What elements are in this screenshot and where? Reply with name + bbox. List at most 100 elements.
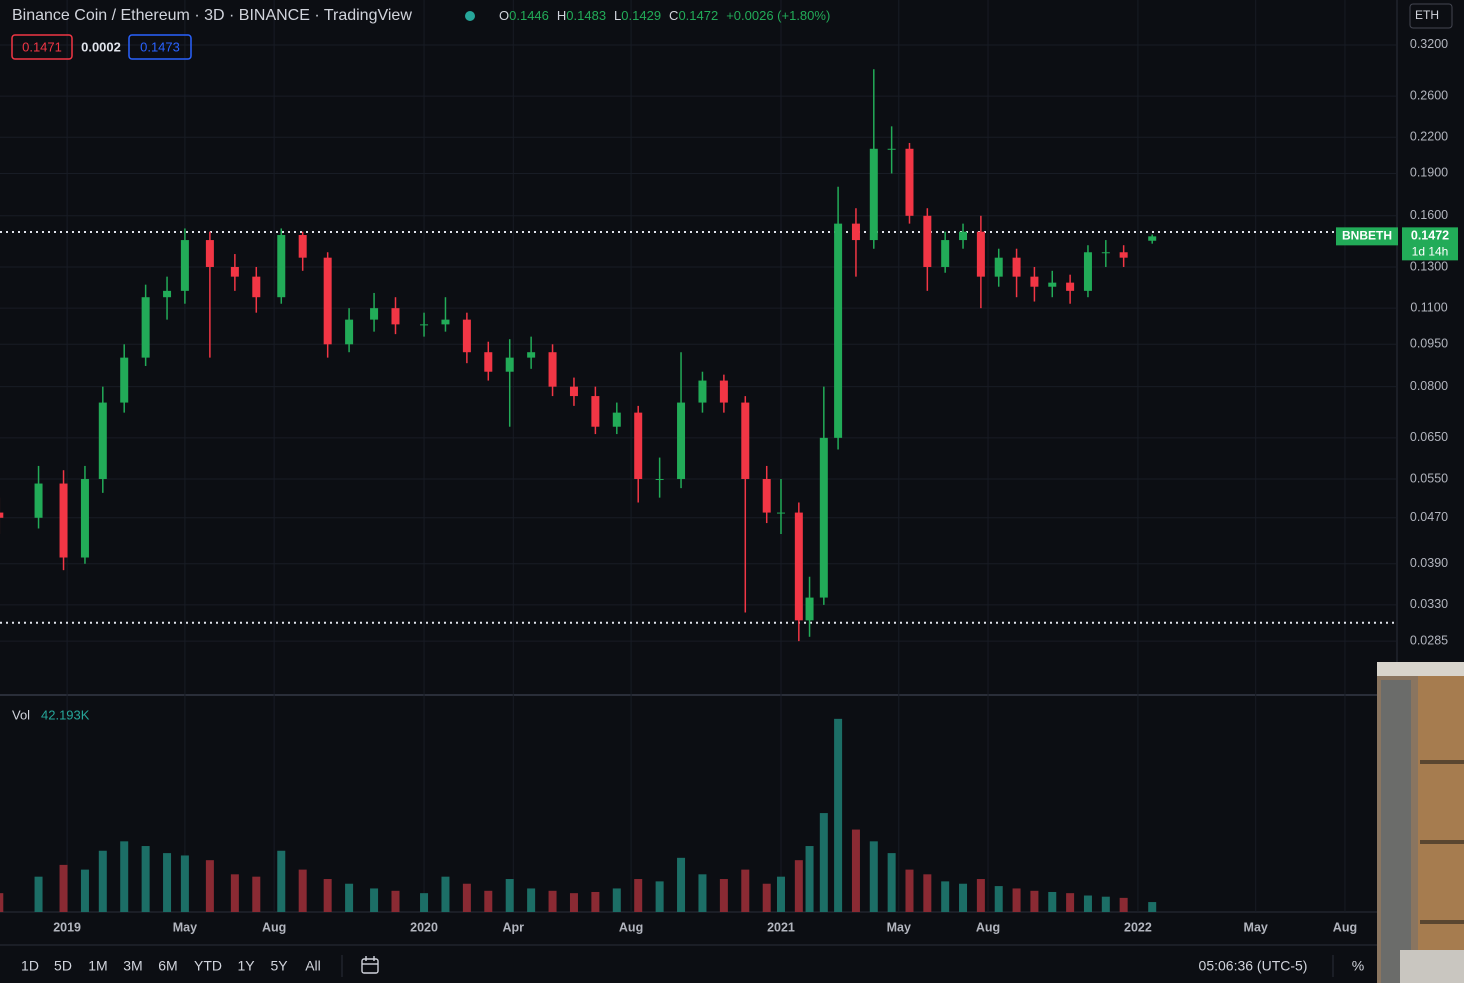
volume-legend-title: Vol [12,707,30,722]
marks [0,69,1396,912]
candle-body [98,402,107,480]
range-button[interactable]: 5D [54,958,72,974]
candle-body [252,276,261,298]
volume-bar [776,876,785,912]
candle-body [805,597,814,621]
volume-bar [819,813,828,912]
market-status-dot [465,11,475,21]
x-tick-label: May [173,920,197,934]
volume-bar [80,869,89,912]
volume-bar [994,886,1003,912]
range-button[interactable]: YTD [194,958,222,974]
countdown-label: 1d 14h [1412,245,1449,259]
volume-bar [677,857,686,912]
y-tick-label: 0.2200 [1410,130,1448,144]
candle-body [277,235,286,298]
volume-bar [98,850,107,912]
volume-bar [1101,896,1110,912]
range-button[interactable]: 5Y [270,958,288,974]
volume-bar [762,883,771,912]
candle-body [205,240,214,267]
candle-body [323,257,332,345]
candle-body [1119,252,1128,258]
candle-body [634,412,643,480]
candle-body [1066,282,1075,291]
candle-body [959,231,968,241]
y-tick-label: 0.1900 [1410,166,1448,180]
grid [0,0,1396,912]
candle-body [834,223,843,438]
x-tick-label: Aug [976,920,1000,934]
range-button[interactable]: 6M [158,958,177,974]
ohlc-value: 0.1429 [621,8,661,23]
candle-body [1148,236,1157,241]
x-tick-label: 2020 [410,920,438,934]
volume-bar [591,891,600,912]
ohlc-key: L [614,8,621,23]
calendar-icon[interactable] [361,956,379,974]
candle-body [591,396,600,427]
quote-value: 0.0002 [81,39,121,54]
volume-bar [441,876,450,912]
candle-body [569,386,578,397]
candle-body [1101,252,1110,254]
volume-bar [323,879,332,912]
y-tick-label: 0.0800 [1410,379,1448,393]
candle-body [869,148,878,241]
ohlc-value: 0.1446 [509,8,549,23]
range-button[interactable]: 1D [21,958,39,974]
range-button[interactable]: 3M [123,958,142,974]
ohlc-key: H [557,8,566,23]
candle-body [163,290,172,298]
candle-body [612,412,621,427]
y-tick-label: 0.0550 [1410,471,1448,485]
range-button[interactable]: 1Y [237,958,255,974]
candle-body [994,257,1003,277]
candle-body [887,148,896,150]
volume-bar [634,879,643,912]
candle-body [655,479,664,481]
webcam-overlay [1377,662,1464,983]
currency-button-label[interactable]: ETH [1415,8,1439,22]
y-tick-label: 0.0470 [1410,510,1448,524]
candle-body [1030,276,1039,287]
volume-bar [484,890,493,912]
x-tick-label: Aug [1333,920,1357,934]
volume-bar [612,888,621,912]
y-tick-label: 0.0950 [1410,337,1448,351]
candle-body [59,483,68,558]
volume-bar [655,881,664,912]
volume-bar [462,883,471,912]
symbol-tag-label: BNBETH [1342,229,1392,243]
x-tick-label: Aug [619,920,643,934]
y-tick-label: 0.1100 [1410,300,1447,314]
x-tick-label: Apr [503,920,525,934]
clock[interactable]: 05:06:36 (UTC-5) [1199,958,1308,974]
x-tick-label: 2019 [53,920,81,934]
volume-bar [941,881,950,912]
volume-bar [370,888,379,912]
x-tick-label: 2022 [1124,920,1152,934]
volume-bar [252,876,261,912]
volume-bar [905,869,914,912]
volume-bar [1030,890,1039,912]
currency-button[interactable] [1409,3,1453,29]
candle-body [180,240,189,291]
ohlc-value: 0.1483 [566,8,606,23]
candle-body [391,308,400,325]
candle-body [370,308,379,320]
volume-bar [1148,902,1157,912]
range-button[interactable]: All [305,958,321,974]
volume-bar [34,876,43,912]
candle-body [527,352,536,358]
last-price-label: 0.1472 [1411,229,1449,243]
volume-bar [794,860,803,912]
candle-body [719,380,728,403]
percent-button[interactable]: % [1352,958,1364,974]
candle-body [120,357,129,403]
range-button[interactable]: 1M [88,958,107,974]
x-tick-label: Aug [262,920,286,934]
volume-legend-value: 42.193K [41,707,90,722]
y-tick-label: 0.0285 [1410,633,1448,647]
